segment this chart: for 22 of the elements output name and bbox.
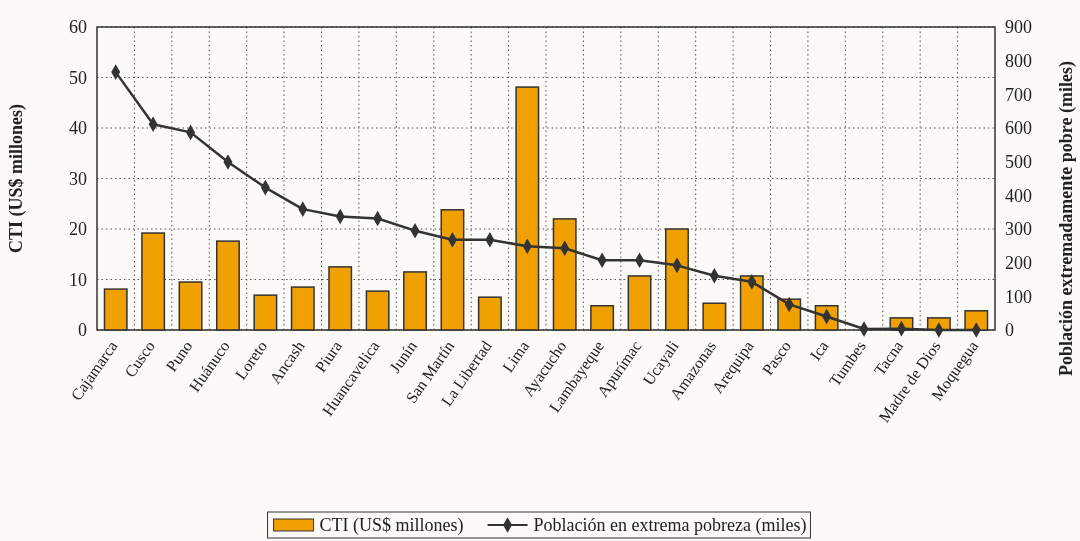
y2-tick-label: 700 xyxy=(1005,84,1032,105)
legend-label: Población en extrema pobreza (miles) xyxy=(533,515,807,537)
y2-tick-label: 600 xyxy=(1005,118,1032,139)
y-tick-label: 50 xyxy=(69,67,87,88)
y-tick-label: 0 xyxy=(78,320,87,341)
y-tick-label: 40 xyxy=(69,118,87,139)
y-axis-title: CTI (US$ millones) xyxy=(6,103,27,254)
y-tick-label: 20 xyxy=(69,219,87,240)
legend-label: CTI (US$ millones) xyxy=(319,515,464,537)
y2-axis-title: Población extremadamente pobre (miles) xyxy=(1056,61,1077,376)
y2-tick-label: 400 xyxy=(1005,185,1032,206)
y-tick-label: 10 xyxy=(69,269,87,290)
y-tick-label: 60 xyxy=(69,17,87,38)
y2-tick-label: 500 xyxy=(1005,151,1032,172)
y2-tick-label: 800 xyxy=(1005,50,1032,71)
x-tick-label: Ica xyxy=(806,337,832,364)
y-tick-label: 30 xyxy=(69,168,87,189)
y2-tick-label: 100 xyxy=(1005,286,1032,307)
y2-tick-label: 300 xyxy=(1005,219,1032,240)
y2-tick-label: 200 xyxy=(1005,252,1032,273)
y2-tick-label: 900 xyxy=(1005,17,1032,38)
y2-tick-label: 0 xyxy=(1005,320,1014,341)
